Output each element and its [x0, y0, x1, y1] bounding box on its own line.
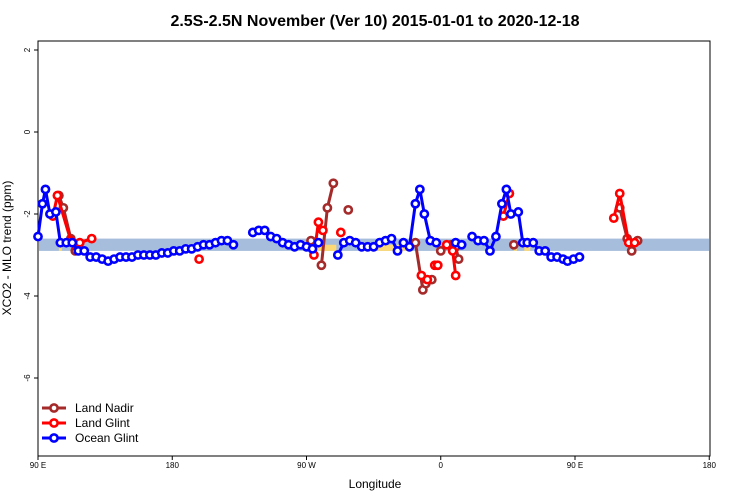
legend-marker-2 — [49, 433, 59, 443]
data-point-0-6-2 — [453, 254, 464, 264]
data-point-2-1-2 — [259, 225, 270, 236]
data-point-0-7-0 — [508, 239, 519, 250]
data-point-2-4-8 — [513, 207, 524, 217]
plot-frame — [37, 40, 711, 457]
data-point-2-2-13 — [410, 198, 421, 209]
data-point-2-4-2 — [479, 235, 489, 246]
legend-marker-0 — [49, 403, 59, 413]
series-ocean-glint — [33, 184, 585, 267]
chart-title: 2.5S-2.5N November (Ver 10) 2015-01-01 t… — [170, 13, 579, 30]
series-land-glint — [48, 188, 640, 285]
data-point-2-0-4 — [51, 207, 61, 217]
data-point-1-6-2 — [450, 270, 461, 281]
data-point-1-0-1 — [52, 190, 63, 201]
data-point-0-3-0 — [343, 204, 354, 215]
legend-label-0: Land Nadir — [75, 401, 134, 415]
data-point-0-8-2 — [626, 245, 637, 256]
data-point-2-4-13 — [540, 245, 551, 256]
data-point-2-4-11 — [528, 237, 539, 248]
data-point-1-8-3 — [629, 237, 640, 248]
data-point-1-2-1 — [313, 217, 324, 228]
data-point-0-2-2 — [328, 178, 339, 189]
data-point-1-2-2 — [318, 225, 328, 236]
legend-label-2: Ocean Glint — [75, 431, 139, 445]
data-point-0-5-0 — [435, 245, 446, 256]
band-yellow-2 — [303, 244, 337, 251]
x-tick-label-4: 90 E — [567, 461, 583, 470]
data-point-1-0-5 — [86, 233, 97, 244]
data-point-2-3-1 — [456, 239, 467, 250]
y-tick-label-4: -6 — [23, 374, 32, 382]
data-point-0-2-1 — [322, 202, 333, 213]
data-point-1-8-0 — [608, 213, 619, 223]
data-point-2-4-19 — [574, 252, 585, 262]
data-point-2-2-17 — [431, 237, 442, 248]
data-point-1-8-1 — [614, 188, 625, 199]
x-tick-label-5: 180 — [703, 461, 717, 470]
x-axis: 90 E 180 90 W 0 90 E 180 — [30, 456, 717, 470]
x-tick-label-3: 0 — [439, 461, 444, 470]
data-point-0-2-0 — [316, 260, 327, 271]
data-point-2-2-9 — [386, 233, 397, 244]
x-tick-label-0: 90 E — [30, 461, 46, 470]
data-point-1-6-0 — [441, 239, 452, 250]
data-point-1-0-4 — [74, 237, 85, 248]
y-axis-label: XCO2 - MLO trend (ppm) — [0, 181, 14, 316]
data-point-1-6-1 — [447, 245, 458, 256]
data-point-1-4-1 — [422, 274, 433, 285]
y-axis: 2 0 -2 -4 -6 — [23, 47, 38, 382]
x-tick-label-1: 180 — [166, 461, 180, 470]
data-point-2-4-4 — [491, 231, 501, 242]
band-yellow-0 — [58, 244, 62, 251]
data-point-1-1-0 — [194, 254, 204, 264]
data-point-2-2-14 — [414, 184, 425, 195]
series-line-0-2 — [319, 182, 335, 266]
y-tick-label-0: 2 — [23, 47, 32, 52]
data-point-2-0-7 — [67, 237, 78, 248]
data-point-2-1-11 — [313, 237, 324, 248]
data-point-2-0-34 — [228, 239, 239, 250]
data-point-2-2-10 — [392, 245, 403, 256]
series-layer — [33, 178, 643, 295]
data-point-2-0-0 — [33, 231, 43, 242]
data-point-2-1-10 — [307, 243, 318, 254]
data-point-2-4-3 — [485, 245, 495, 256]
x-tick-label-2: 90 W — [297, 461, 316, 470]
data-point-1-5-1 — [432, 260, 443, 271]
data-point-2-0-2 — [40, 184, 51, 195]
data-point-2-4-5 — [497, 198, 507, 209]
data-point-2-2-0 — [332, 250, 343, 260]
data-point-2-4-6 — [501, 184, 512, 195]
band-yellow-5 — [524, 244, 531, 251]
legend-marker-1 — [49, 418, 59, 428]
data-point-2-0-9 — [79, 245, 90, 256]
data-point-2-4-7 — [505, 209, 516, 219]
y-tick-label-2: -2 — [23, 210, 32, 218]
data-point-2-2-12 — [404, 241, 415, 252]
data-point-2-2-15 — [419, 209, 430, 219]
x-axis-label: Longitude — [349, 477, 402, 491]
data-point-2-0-1 — [37, 198, 48, 209]
y-tick-label-3: -4 — [23, 292, 32, 300]
y-tick-label-1: 0 — [23, 129, 32, 134]
data-point-1-3-0 — [335, 227, 346, 238]
legend-label-1: Land Glint — [75, 416, 130, 430]
